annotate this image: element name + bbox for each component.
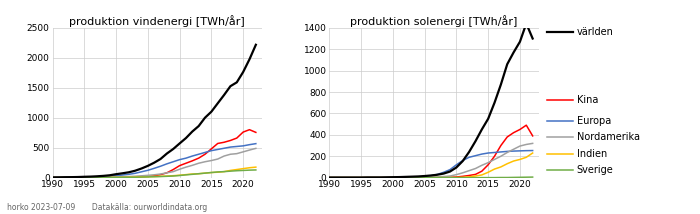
Text: Europa: Europa [577, 116, 611, 126]
Text: världen: världen [577, 27, 614, 37]
Text: Kina: Kina [577, 95, 598, 105]
Text: Sverige: Sverige [577, 165, 613, 175]
Title: produktion vindenergi [TWh/år]: produktion vindenergi [TWh/år] [69, 15, 245, 27]
Text: Nordamerika: Nordamerika [577, 132, 640, 142]
Text: horko 2023-07-09       Datakälla: ourworldindata.org: horko 2023-07-09 Datakälla: ourworldinda… [7, 203, 207, 212]
Title: produktion solenergi [TWh/år]: produktion solenergi [TWh/år] [351, 15, 518, 27]
Text: Indien: Indien [577, 149, 607, 159]
